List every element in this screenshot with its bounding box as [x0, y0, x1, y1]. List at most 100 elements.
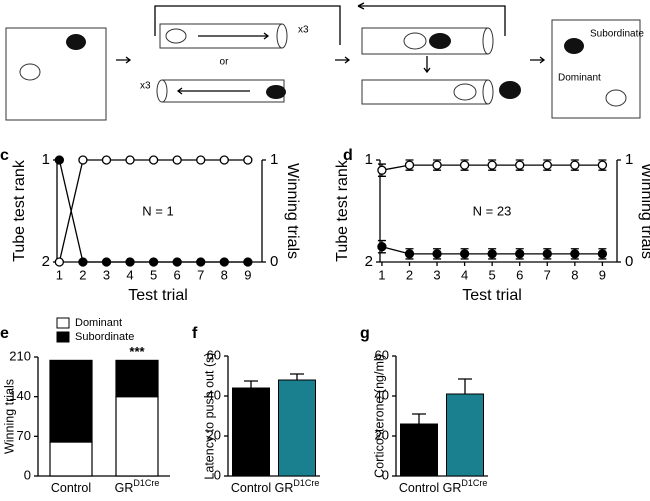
x-tick-label: 4 — [126, 267, 133, 282]
legend-swatch — [56, 317, 70, 329]
y2-tick-label: 1 — [270, 151, 278, 168]
category-superscript: D1Cre — [133, 478, 159, 488]
y2-tick-label: 0 — [625, 253, 633, 270]
y-axis-label: Corticosterone (ng/ml) — [372, 354, 386, 478]
diagram-label: or — [220, 57, 230, 68]
x-tick-label: 8 — [571, 267, 578, 282]
marker — [597, 249, 608, 259]
annotation: N = 23 — [473, 203, 512, 218]
x-tick-label: Control — [231, 481, 271, 495]
category: Control — [231, 481, 271, 495]
mouse — [453, 83, 477, 101]
marker — [570, 160, 580, 170]
x-tick-label: 6 — [516, 267, 523, 282]
marker — [432, 160, 442, 170]
marker — [570, 249, 580, 259]
y2-tick-label: 0 — [270, 253, 278, 270]
marker — [459, 249, 470, 259]
arrow — [154, 5, 341, 45]
category: Control — [399, 481, 439, 495]
x-tick-label: GRD1Cre — [443, 478, 488, 495]
x-tick-label: 5 — [150, 267, 157, 282]
panel-letter: e — [0, 325, 9, 342]
marker — [377, 165, 387, 175]
error-bar — [412, 413, 426, 424]
marker — [148, 257, 159, 267]
diagram: x3 or x3 Subordinate Dominant — [5, 2, 644, 121]
x-tick-label: 2 — [79, 267, 86, 282]
y-tick-label: 2 — [365, 253, 373, 270]
error-bar — [290, 373, 304, 380]
x-tick-label: 5 — [489, 267, 496, 282]
panel-letter: g — [360, 325, 370, 342]
diagram-label: x3 — [140, 81, 151, 92]
mouse — [403, 32, 427, 50]
marker — [125, 155, 135, 165]
error-bar — [244, 380, 258, 388]
y-axis-label: Latency to push out (s) — [202, 352, 216, 479]
y-tick-label: 1 — [42, 151, 50, 168]
bar-segment — [115, 396, 159, 477]
tube-end — [276, 23, 288, 49]
y-tick-label: 2 — [42, 253, 50, 270]
marker — [219, 257, 229, 267]
diagram-label: x3 — [298, 25, 309, 36]
category: Control — [51, 481, 91, 495]
annotation: *** — [129, 344, 145, 359]
y-tick-label: 0 — [24, 467, 31, 482]
marker — [542, 160, 552, 170]
marker — [377, 242, 387, 252]
panel-letter: c — [0, 147, 9, 164]
arrow — [198, 32, 270, 40]
category-superscript: D1Cre — [461, 478, 487, 488]
y-axis-label: Tube test rank — [334, 159, 351, 262]
category: GR — [443, 481, 462, 495]
x-tick-label: 2 — [406, 267, 413, 282]
arrow — [358, 5, 506, 36]
x-tick-label: 9 — [244, 267, 251, 282]
bar-segment — [115, 359, 159, 398]
marker — [78, 155, 88, 165]
marker — [515, 249, 525, 259]
arrow — [335, 56, 351, 64]
y-tick-label: 210 — [9, 348, 31, 363]
y-tick-label: 0 — [382, 467, 389, 482]
arrow — [423, 56, 431, 74]
y-tick-label: 20 — [375, 427, 389, 442]
x-axis-label: Test trial — [462, 287, 522, 304]
y-tick-label: 40 — [375, 387, 389, 402]
marker — [78, 257, 88, 267]
x-tick-label: 3 — [433, 267, 440, 282]
marker — [404, 249, 415, 259]
marker — [172, 155, 182, 165]
marker — [54, 155, 65, 165]
arrow — [176, 87, 250, 95]
category-superscript: D1Cre — [293, 478, 319, 488]
mouse — [605, 89, 627, 107]
y-tick-label: 60 — [207, 347, 221, 362]
marker — [459, 160, 470, 170]
x-tick-label: 4 — [461, 267, 468, 282]
x-tick-label: 8 — [221, 267, 228, 282]
x-tick-label: 9 — [599, 267, 606, 282]
category: GR — [115, 481, 134, 495]
marker — [196, 257, 206, 267]
y-tick-label: 0 — [214, 467, 221, 482]
tube-end — [482, 27, 494, 55]
x-tick-label: 1 — [378, 267, 385, 282]
marker — [404, 160, 415, 170]
y-axis-label: Tube test rank — [11, 159, 28, 262]
marker — [148, 155, 159, 165]
diagram-label: Dominant — [558, 73, 601, 84]
marker — [172, 257, 182, 267]
x-tick-label: 1 — [56, 267, 63, 282]
y2-tick-label: 1 — [625, 151, 633, 168]
mouse — [266, 85, 286, 99]
x-tick-label: 6 — [174, 267, 181, 282]
marker — [101, 155, 112, 165]
x-tick-label: Control — [51, 481, 91, 495]
marker — [243, 155, 253, 165]
error-bar — [458, 378, 472, 394]
mouse — [66, 34, 86, 50]
